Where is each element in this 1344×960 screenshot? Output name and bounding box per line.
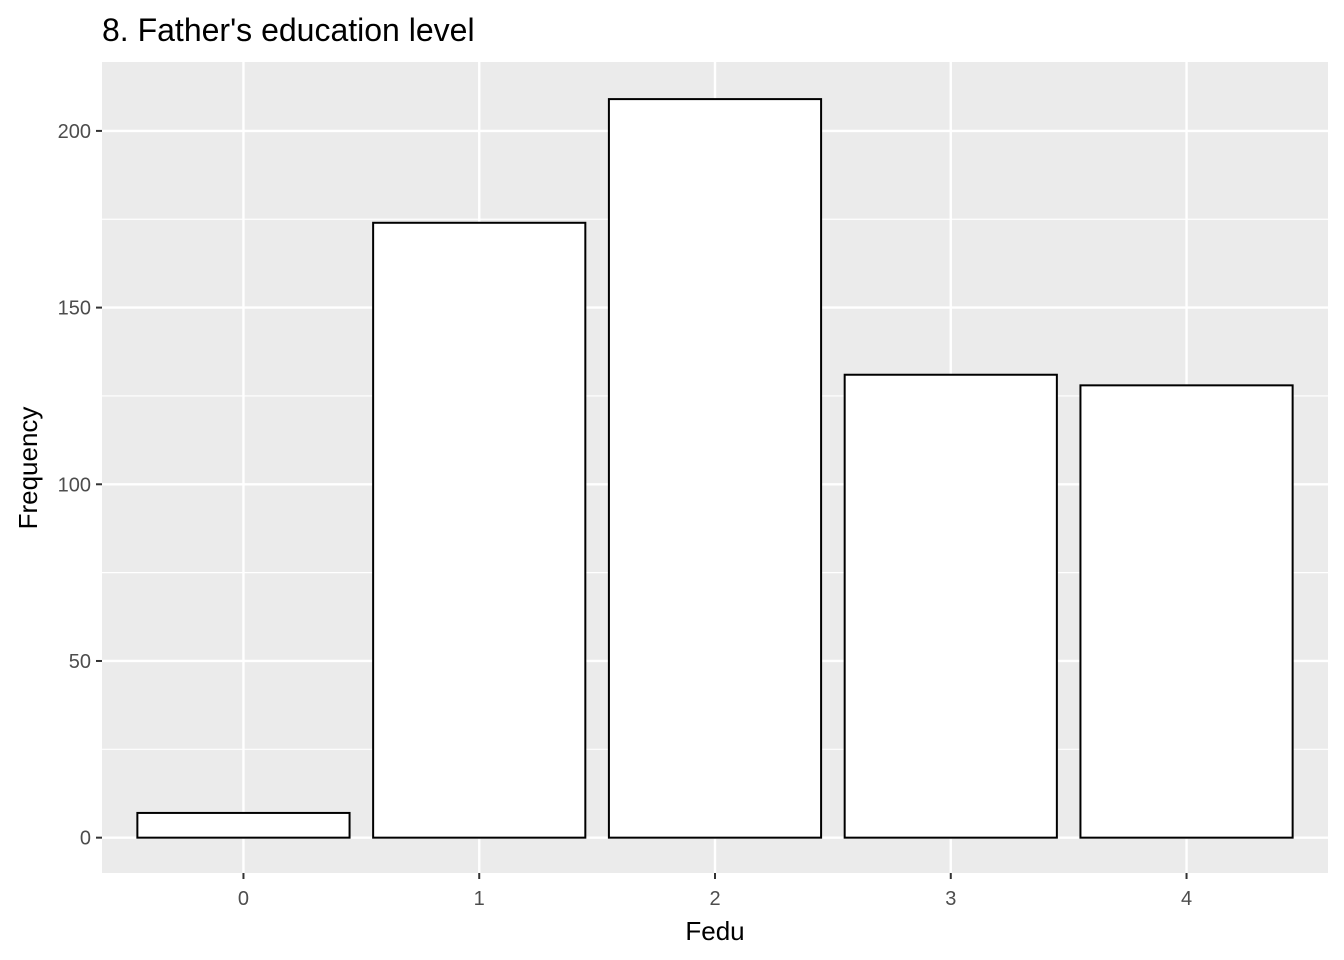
y-tick-label: 150 — [58, 298, 91, 320]
y-axis-label: Frequency — [13, 407, 43, 530]
x-tick-label: 1 — [474, 888, 485, 910]
y-tick-label: 100 — [58, 474, 91, 496]
bar-0 — [136, 811, 351, 839]
y-tick-label: 50 — [69, 651, 91, 673]
bar-4 — [1079, 384, 1294, 839]
y-tick-label: 0 — [80, 828, 91, 850]
bar-3 — [843, 373, 1058, 839]
x-tick-label: 0 — [238, 888, 249, 910]
bar-1 — [372, 221, 587, 839]
y-tick-label: 200 — [58, 121, 91, 143]
y-axis: 0 50 100 150 200 — [58, 121, 102, 850]
bar-2 — [607, 98, 823, 839]
x-tick-label: 2 — [709, 888, 720, 910]
x-tick-label: 3 — [945, 888, 956, 910]
chart-title: 8. Father's education level — [102, 12, 475, 48]
x-tick-label: 4 — [1181, 888, 1192, 910]
x-axis-label: Fedu — [685, 916, 744, 946]
x-axis: 0 1 2 3 4 — [238, 873, 1192, 910]
bars — [136, 98, 1294, 839]
